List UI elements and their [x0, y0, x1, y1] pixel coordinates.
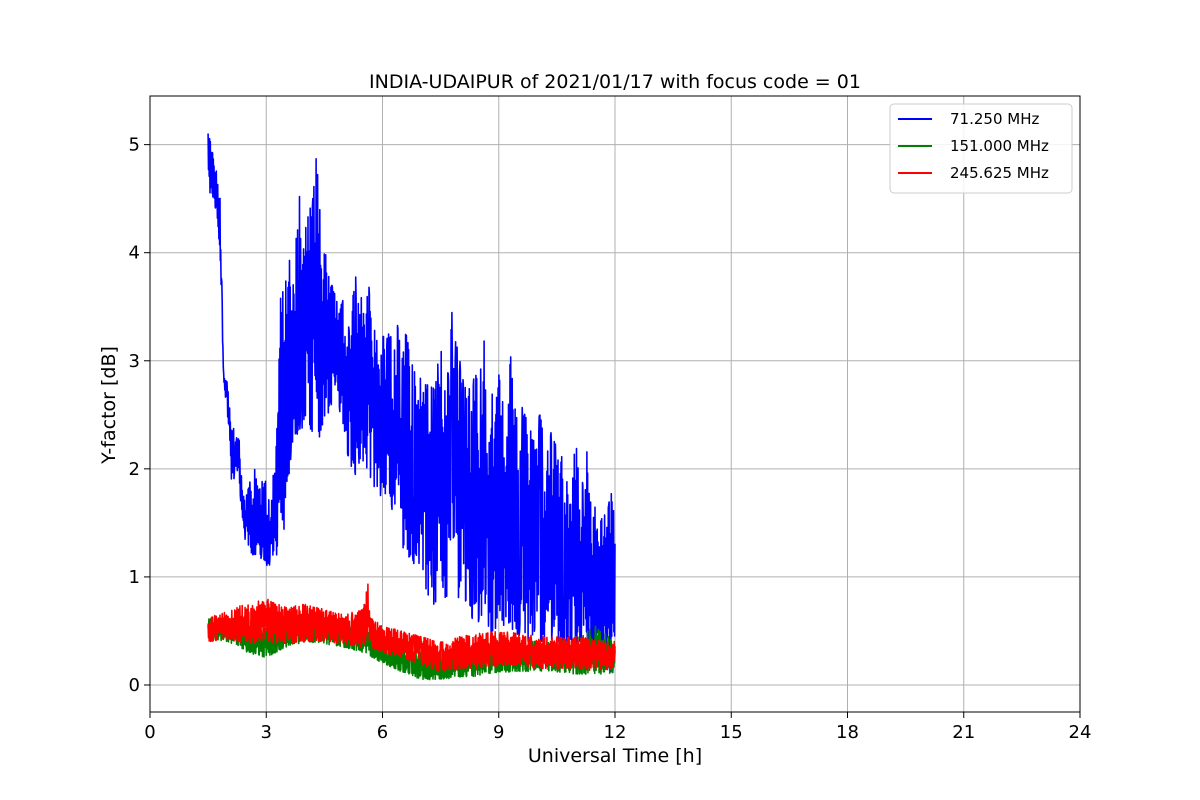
- legend-item: 245.625 MHz: [898, 164, 1049, 182]
- legend: 71.250 MHz 151.000 MHz 245.625 MHz: [889, 103, 1073, 194]
- legend-item: 71.250 MHz: [898, 110, 1039, 128]
- y-tick-label: 2: [129, 459, 140, 480]
- legend-label: 245.625 MHz: [950, 164, 1049, 182]
- chart-title: INDIA-UDAIPUR of 2021/01/17 with focus c…: [369, 71, 861, 93]
- series-line: [207, 133, 616, 673]
- y-axis: 0 1 2 3 4 5: [129, 135, 150, 696]
- x-tick-label: 6: [377, 722, 388, 743]
- y-tick-label: 1: [129, 567, 140, 588]
- series-0: [207, 133, 616, 673]
- y-tick-label: 5: [129, 135, 140, 156]
- legend-box: [889, 103, 1073, 194]
- legend-label: 151.000 MHz: [950, 137, 1049, 155]
- x-tick-label: 3: [261, 722, 272, 743]
- y-tick-label: 3: [129, 351, 140, 372]
- x-tick-label: 21: [952, 722, 975, 743]
- x-tick-label: 12: [604, 722, 627, 743]
- x-tick-label: 0: [144, 722, 155, 743]
- x-axis: 0 3 6 9 12 15 18 21 24: [144, 712, 1091, 743]
- plot-series: [207, 133, 616, 681]
- x-tick-label: 9: [493, 722, 504, 743]
- x-tick-label: 18: [836, 722, 859, 743]
- y-axis-title: Y-factor [dB]: [98, 346, 120, 465]
- series-line: [207, 583, 616, 672]
- y-tick-label: 4: [129, 243, 140, 264]
- series-2: [207, 583, 616, 672]
- x-tick-label: 24: [1069, 722, 1092, 743]
- x-tick-label: 15: [720, 722, 743, 743]
- legend-item: 151.000 MHz: [898, 137, 1049, 155]
- legend-label: 71.250 MHz: [950, 110, 1039, 128]
- y-tick-label: 0: [129, 675, 140, 696]
- x-axis-title: Universal Time [h]: [528, 745, 702, 767]
